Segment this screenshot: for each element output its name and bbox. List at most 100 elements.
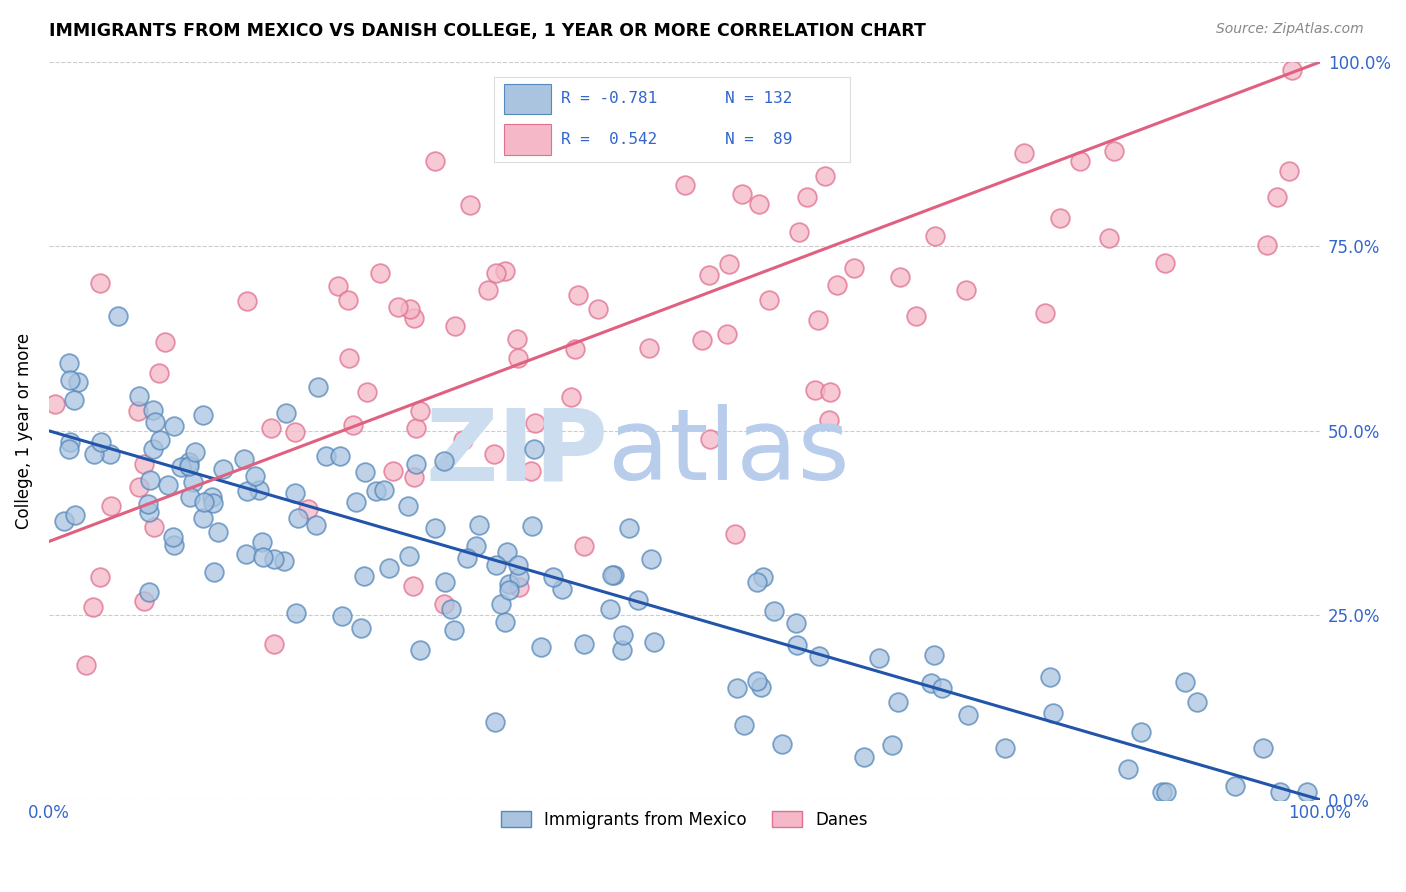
Point — [370, 266, 392, 280]
Point — [142, 442, 165, 457]
Point — [193, 494, 215, 508]
Point — [464, 539, 486, 553]
Point — [250, 534, 273, 549]
Point — [484, 715, 506, 730]
Point — [89, 570, 111, 584]
Point — [485, 266, 508, 280]
Point — [491, 598, 513, 612]
Point — [409, 643, 432, 657]
Point — [603, 568, 626, 582]
Point — [155, 335, 177, 350]
Point — [868, 651, 890, 665]
Point — [818, 385, 841, 400]
Point — [287, 510, 309, 524]
Point — [149, 433, 172, 447]
Point — [523, 442, 546, 457]
Point — [1156, 785, 1178, 799]
Point — [785, 142, 807, 156]
Legend: Immigrants from Mexico, Danes: Immigrants from Mexico, Danes — [495, 804, 875, 836]
Point — [692, 333, 714, 347]
Point — [498, 576, 520, 591]
Point — [65, 508, 87, 522]
Point — [402, 311, 425, 326]
Point — [138, 585, 160, 599]
Point — [564, 342, 586, 356]
Point — [600, 568, 623, 582]
Point — [1278, 163, 1301, 178]
Point — [53, 515, 76, 529]
Text: Source: ZipAtlas.com: Source: ZipAtlas.com — [1216, 22, 1364, 37]
Point — [508, 351, 530, 366]
Point — [58, 442, 80, 457]
Point — [697, 268, 720, 282]
Point — [745, 674, 768, 689]
Point — [89, 276, 111, 290]
Point — [236, 484, 259, 499]
Point — [232, 452, 254, 467]
Point — [283, 486, 305, 500]
Point — [356, 385, 378, 400]
Point — [508, 558, 530, 572]
Point — [344, 495, 367, 509]
Point — [212, 462, 235, 476]
Point — [1295, 785, 1317, 799]
Point — [82, 600, 104, 615]
Point — [485, 558, 508, 572]
Point — [796, 190, 818, 204]
Point — [381, 464, 404, 478]
Point — [433, 574, 456, 589]
Point — [342, 418, 364, 433]
Point — [567, 288, 589, 302]
Point — [134, 457, 156, 471]
Point — [59, 373, 82, 387]
Point — [1256, 238, 1278, 252]
Point — [572, 539, 595, 553]
Point — [423, 521, 446, 535]
Point — [330, 608, 353, 623]
Point — [1042, 706, 1064, 721]
Point — [402, 469, 425, 483]
Point — [184, 444, 207, 458]
Point — [1150, 785, 1173, 799]
Point — [520, 519, 543, 533]
Point — [786, 638, 808, 652]
Point — [882, 738, 904, 752]
Point — [337, 351, 360, 366]
Point — [496, 545, 519, 559]
Point — [179, 458, 201, 473]
Point — [498, 582, 520, 597]
Point — [1185, 695, 1208, 709]
Point — [181, 475, 204, 490]
Point — [285, 606, 308, 620]
Point — [433, 597, 456, 611]
Point — [617, 521, 640, 535]
Point — [889, 269, 911, 284]
Point — [353, 569, 375, 583]
Point — [409, 404, 432, 418]
Point — [523, 417, 546, 431]
Point — [1251, 740, 1274, 755]
Point — [423, 154, 446, 169]
Point — [179, 490, 201, 504]
Point — [627, 593, 650, 607]
Point — [247, 483, 270, 497]
Point — [853, 750, 876, 764]
Point — [612, 628, 634, 642]
Point — [770, 738, 793, 752]
Point — [787, 225, 810, 239]
Point — [398, 549, 420, 564]
Point — [758, 293, 780, 307]
Point — [1098, 231, 1121, 245]
Point — [458, 197, 481, 211]
Point — [818, 413, 841, 427]
Point — [519, 464, 541, 478]
Point — [156, 478, 179, 492]
Point — [328, 278, 350, 293]
Point — [599, 602, 621, 616]
Point — [724, 526, 747, 541]
Point — [924, 648, 946, 663]
Point — [143, 416, 166, 430]
Point — [128, 388, 150, 402]
Point — [163, 418, 186, 433]
Point — [931, 681, 953, 695]
